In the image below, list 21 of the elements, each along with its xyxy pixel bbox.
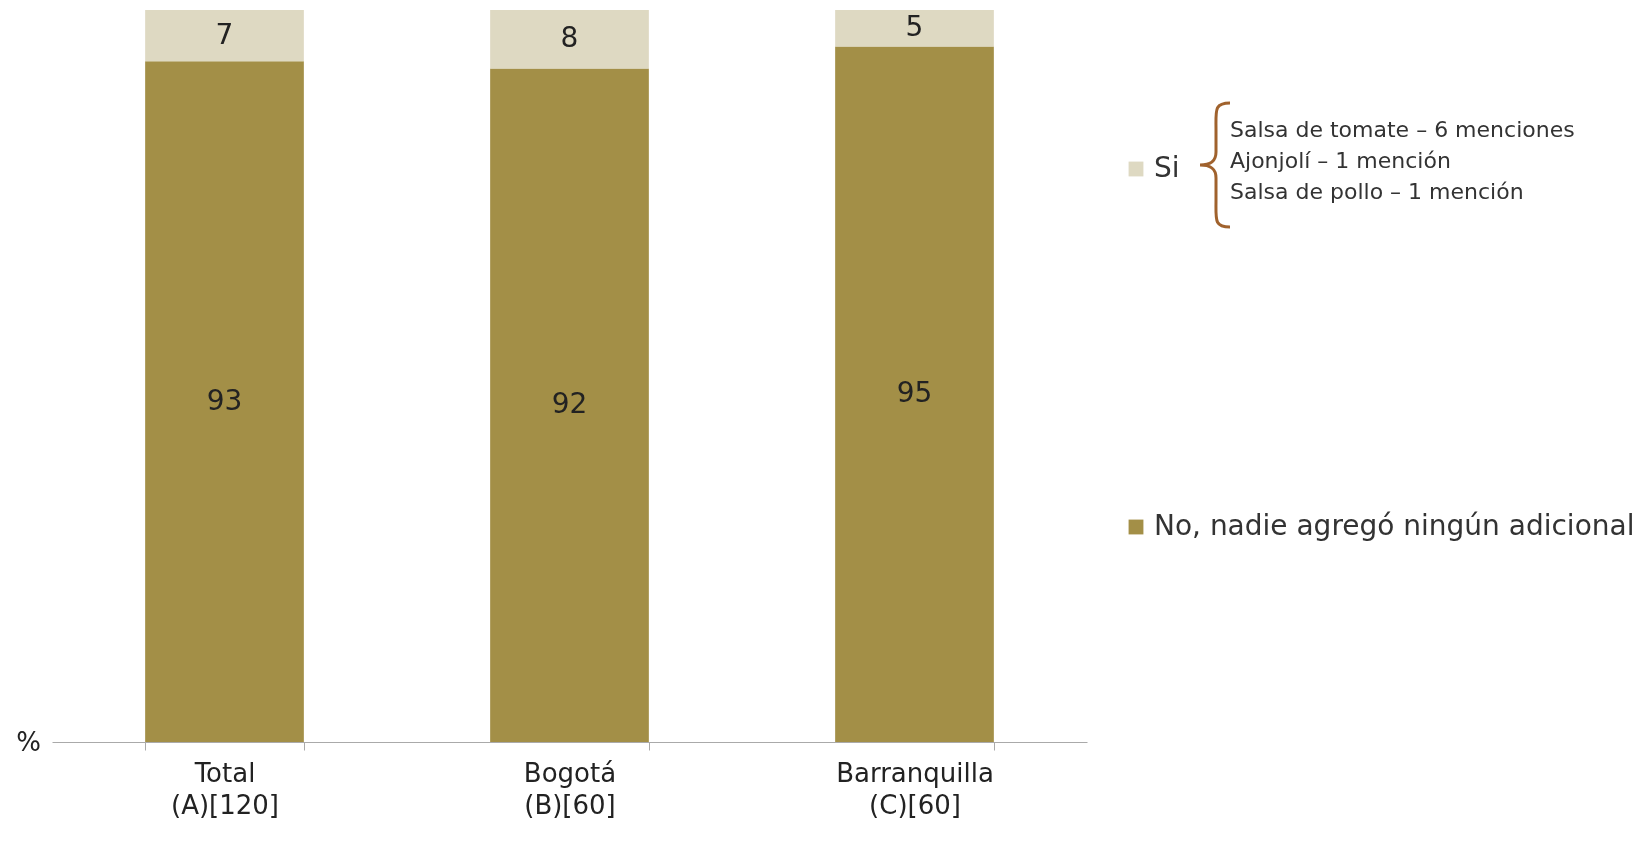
legend-label: No, nadie agregó ningún adicional xyxy=(1154,509,1633,542)
data-label: 5 xyxy=(905,10,924,44)
bar xyxy=(490,10,649,69)
bar xyxy=(835,10,994,47)
legend-label: Si xyxy=(1154,151,1180,184)
text: Ajonjolí – 1 mención xyxy=(1230,147,1452,175)
y-axis-title: % xyxy=(16,726,41,757)
data-label: 95 xyxy=(896,376,933,410)
x-tick-label: Barranquilla (C)[60] xyxy=(836,757,994,820)
text: Salsa de pollo – 1 mención xyxy=(1230,178,1525,206)
x-tick-label: Total (A)[120] xyxy=(171,757,279,820)
x-tick-label: Bogotá (B)[60] xyxy=(523,757,617,820)
bar xyxy=(835,46,994,742)
bar xyxy=(145,61,304,742)
bar xyxy=(490,68,649,742)
data-label: 93 xyxy=(206,383,243,417)
text: Salsa de tomate – 6 menciones xyxy=(1230,116,1575,144)
bar xyxy=(145,10,304,62)
data-label: 92 xyxy=(551,387,588,421)
data-label: 7 xyxy=(215,17,234,51)
data-label: 8 xyxy=(560,21,579,55)
